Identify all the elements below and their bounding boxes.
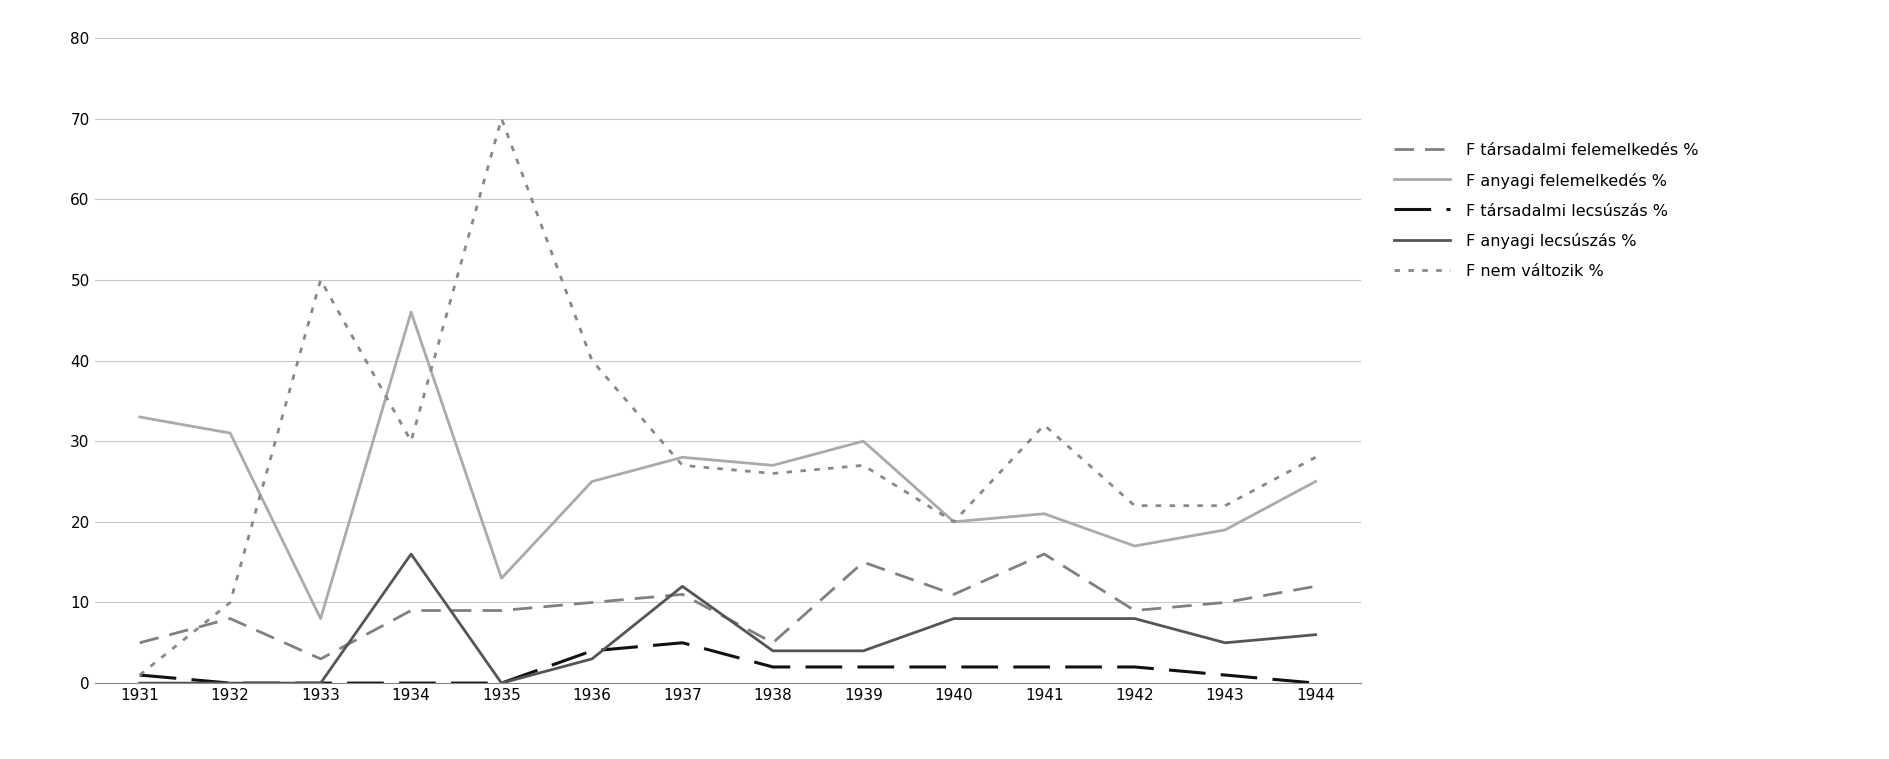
Legend: F társadalmi felemelkedés %, F anyagi felemelkedés %, F társadalmi lecsúszás %, : F társadalmi felemelkedés %, F anyagi fe… xyxy=(1394,143,1698,279)
